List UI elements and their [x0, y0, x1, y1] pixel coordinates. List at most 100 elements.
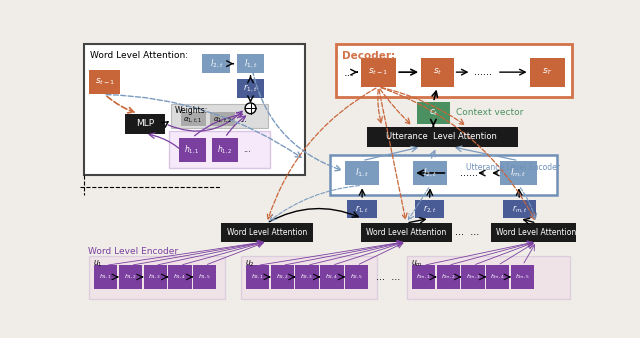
Text: Decoder:: Decoder: — [342, 51, 395, 61]
Text: $h_{m,2}$: $h_{m,2}$ — [441, 273, 456, 281]
Text: Word Level Attention: Word Level Attention — [227, 228, 307, 237]
FancyBboxPatch shape — [413, 161, 447, 185]
FancyBboxPatch shape — [320, 265, 344, 289]
Text: Weights:: Weights: — [175, 106, 208, 115]
FancyBboxPatch shape — [193, 265, 216, 289]
Text: $\alpha_{1,t,2}$: $\alpha_{1,t,2}$ — [213, 115, 232, 124]
FancyBboxPatch shape — [210, 112, 235, 126]
Text: $s_{t-1}$: $s_{t-1}$ — [368, 67, 388, 77]
FancyBboxPatch shape — [360, 57, 396, 87]
FancyBboxPatch shape — [461, 265, 484, 289]
Text: $h_{m,3}$: $h_{m,3}$ — [465, 273, 481, 281]
Text: $u_m$: $u_m$ — [411, 259, 422, 269]
FancyBboxPatch shape — [336, 44, 572, 97]
Text: $u_1$: $u_1$ — [93, 259, 103, 269]
Text: ...: ... — [239, 115, 246, 124]
Text: $\alpha_{1,t,1}$: $\alpha_{1,t,1}$ — [184, 115, 203, 124]
Text: $h_{1,1}$: $h_{1,1}$ — [99, 273, 112, 281]
Text: $r_{1,t}$: $r_{1,t}$ — [243, 83, 258, 94]
Text: $h_{1,5}$: $h_{1,5}$ — [198, 273, 211, 281]
FancyBboxPatch shape — [360, 223, 452, 242]
Text: ...: ... — [344, 68, 355, 78]
Text: $h_{2,4}$: $h_{2,4}$ — [325, 273, 339, 281]
FancyBboxPatch shape — [421, 57, 454, 87]
FancyBboxPatch shape — [412, 265, 435, 289]
FancyBboxPatch shape — [407, 256, 570, 298]
Text: $l_{2,t}$: $l_{2,t}$ — [210, 57, 223, 70]
Text: ...: ... — [243, 145, 251, 154]
FancyBboxPatch shape — [417, 102, 450, 124]
Text: MLP: MLP — [136, 119, 154, 128]
FancyBboxPatch shape — [529, 57, 565, 87]
Text: $r_{1,t}$: $r_{1,t}$ — [355, 203, 369, 215]
Text: $h_{m,5}$: $h_{m,5}$ — [515, 273, 530, 281]
FancyBboxPatch shape — [172, 104, 268, 128]
FancyBboxPatch shape — [271, 265, 294, 289]
Text: $h_{1,3}$: $h_{1,3}$ — [148, 273, 162, 281]
FancyBboxPatch shape — [180, 112, 205, 126]
FancyBboxPatch shape — [415, 200, 444, 218]
Text: ...  ...: ... ... — [456, 227, 479, 237]
Text: $l_{m,t}$: $l_{m,t}$ — [510, 167, 527, 179]
Text: $s_t$: $s_t$ — [433, 67, 442, 77]
FancyBboxPatch shape — [90, 256, 225, 298]
Text: $l_{1,t}$: $l_{1,t}$ — [355, 167, 369, 179]
Text: Utterance Level Encoder: Utterance Level Encoder — [467, 163, 561, 172]
FancyBboxPatch shape — [125, 114, 165, 134]
Text: $h_{2,2}$: $h_{2,2}$ — [276, 273, 289, 281]
FancyBboxPatch shape — [119, 265, 142, 289]
Text: $h_{2,1}$: $h_{2,1}$ — [251, 273, 264, 281]
FancyBboxPatch shape — [500, 161, 537, 185]
Text: $h_{1,2}$: $h_{1,2}$ — [217, 144, 233, 156]
FancyBboxPatch shape — [330, 154, 557, 195]
FancyBboxPatch shape — [94, 265, 117, 289]
Text: Context vector: Context vector — [456, 108, 524, 117]
Text: Word Level Encoder: Word Level Encoder — [88, 247, 178, 256]
FancyBboxPatch shape — [436, 265, 460, 289]
FancyBboxPatch shape — [511, 265, 534, 289]
FancyBboxPatch shape — [202, 54, 230, 73]
FancyBboxPatch shape — [491, 223, 582, 242]
Text: $h_{1,4}$: $h_{1,4}$ — [173, 273, 187, 281]
FancyBboxPatch shape — [345, 265, 368, 289]
FancyBboxPatch shape — [221, 223, 312, 242]
FancyBboxPatch shape — [486, 265, 509, 289]
FancyBboxPatch shape — [348, 200, 377, 218]
FancyBboxPatch shape — [90, 70, 120, 94]
Text: $h_{m,4}$: $h_{m,4}$ — [490, 273, 505, 281]
FancyBboxPatch shape — [179, 138, 205, 162]
FancyBboxPatch shape — [212, 138, 238, 162]
Text: Utterance  Level Attention: Utterance Level Attention — [387, 132, 497, 141]
Text: ...  ...: ... ... — [376, 272, 401, 282]
Text: $h_{m,1}$: $h_{m,1}$ — [416, 273, 431, 281]
Text: $r_{2,t}$: $r_{2,t}$ — [423, 203, 436, 215]
Text: $u_2$: $u_2$ — [245, 259, 255, 269]
Text: $h_{1,1}$: $h_{1,1}$ — [184, 144, 200, 156]
FancyBboxPatch shape — [296, 265, 319, 289]
FancyBboxPatch shape — [143, 265, 167, 289]
FancyBboxPatch shape — [168, 265, 191, 289]
FancyBboxPatch shape — [84, 44, 305, 175]
FancyBboxPatch shape — [237, 54, 264, 73]
Text: $s_{t-1}$: $s_{t-1}$ — [95, 77, 115, 88]
Text: ......: ...... — [460, 168, 478, 178]
FancyBboxPatch shape — [367, 127, 518, 147]
FancyBboxPatch shape — [237, 79, 264, 98]
Text: $h_{2,5}$: $h_{2,5}$ — [350, 273, 364, 281]
Text: Word Level Attention: Word Level Attention — [497, 228, 577, 237]
Text: $s_T$: $s_T$ — [542, 67, 553, 77]
FancyBboxPatch shape — [246, 265, 269, 289]
FancyBboxPatch shape — [169, 131, 270, 168]
Text: $l_{1,t}$: $l_{1,t}$ — [244, 57, 257, 70]
FancyBboxPatch shape — [241, 256, 377, 298]
Text: $r_{m,t}$: $r_{m,t}$ — [512, 203, 527, 215]
FancyBboxPatch shape — [345, 161, 379, 185]
Text: $l_{2,t}$: $l_{2,t}$ — [423, 167, 438, 179]
Text: Word Level Attention: Word Level Attention — [366, 228, 447, 237]
Text: ......: ...... — [474, 67, 492, 77]
Text: $c_t$: $c_t$ — [429, 108, 438, 118]
FancyBboxPatch shape — [503, 200, 536, 218]
Circle shape — [245, 103, 256, 114]
Text: Word Level Attention:: Word Level Attention: — [90, 51, 188, 59]
Text: $h_{1,2}$: $h_{1,2}$ — [124, 273, 137, 281]
